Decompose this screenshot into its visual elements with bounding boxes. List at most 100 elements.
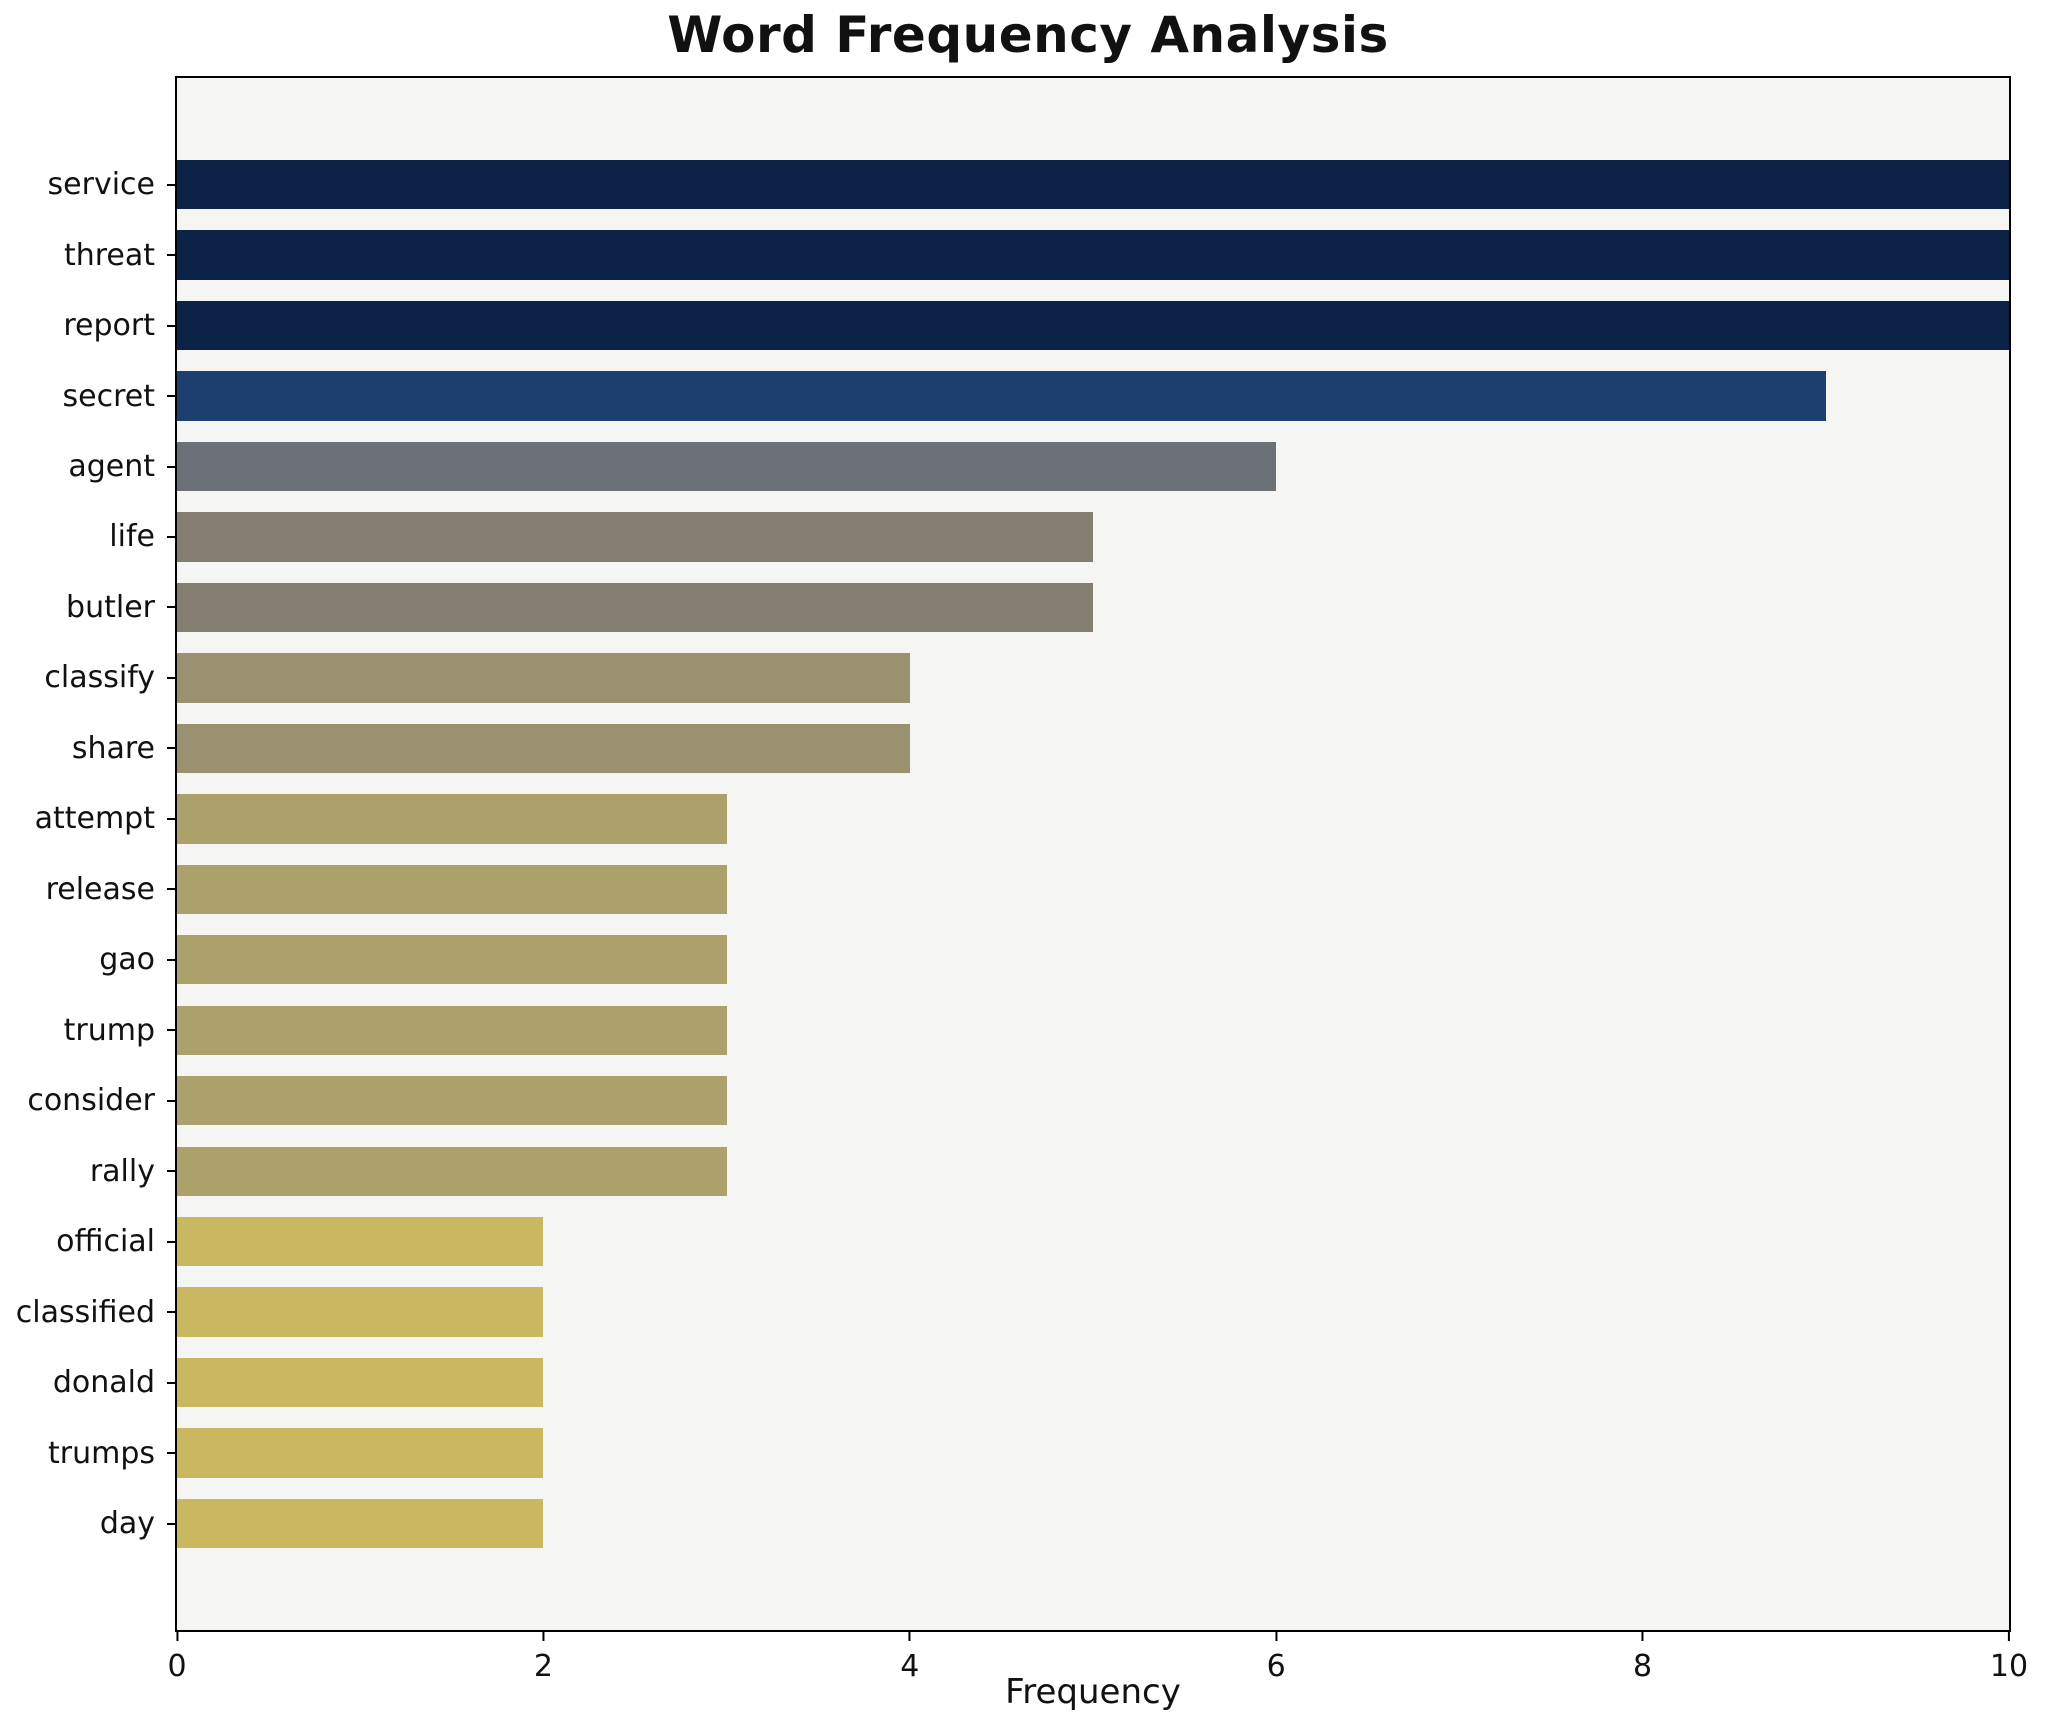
y-tick-mark [167,395,177,398]
bar-life [177,512,1093,562]
y-tick-label: secret [62,378,155,414]
y-tick-label: official [56,1224,155,1260]
y-tick-label: life [109,519,155,555]
x-tick-mark [1641,1630,1644,1641]
y-tick-label: classify [44,660,155,696]
y-tick-label: share [71,730,155,766]
y-tick-row: secret [4,361,177,431]
bar-row [177,1206,2009,1276]
y-tick-row: gao [4,925,177,995]
bar-secret [177,371,1826,421]
y-tick-label: donald [52,1365,155,1401]
bar-row [177,149,2009,219]
y-tick-mark [167,324,177,327]
y-tick-row: report [4,290,177,360]
bar-consider [177,1076,727,1126]
x-tick-label: 8 [1633,1649,1653,1684]
y-tick-mark [167,1311,177,1314]
x-tick-label: 10 [1989,1649,2029,1684]
y-tick-mark [167,958,177,961]
y-tick-label: trumps [47,1435,155,1471]
bar-row [177,995,2009,1065]
y-tick-mark [167,817,177,820]
y-tick-mark [167,1029,177,1032]
y-tick-row: rally [4,1136,177,1206]
y-tick-row: life [4,502,177,572]
bar-row [177,643,2009,713]
bar-row [177,502,2009,572]
bar-trumps [177,1428,544,1478]
bar-donald [177,1357,544,1408]
y-tick-mark [167,183,177,186]
x-tick-label: 0 [167,1649,187,1684]
y-tick-mark [167,747,177,750]
bar-row [177,290,2009,360]
bar-row [177,854,2009,924]
x-tick-mark [176,1630,178,1641]
y-tick-row: consider [4,1065,177,1135]
bar-threat [177,230,2009,280]
x-axis: 0 2 4 6 8 10 [167,1630,2028,1690]
x-tick: 0 [167,1630,187,1684]
x-tick-label: 6 [1266,1649,1286,1684]
y-tick-mark [167,254,177,257]
y-tick-mark [167,1381,177,1384]
y-tick-mark [167,676,177,679]
y-tick-row: day [4,1488,177,1558]
bar-row [177,1418,2009,1488]
bar-row [177,784,2009,854]
bar-official [177,1216,544,1267]
y-tick-row: trumps [4,1418,177,1488]
bar-rally [177,1146,727,1196]
bar-trump [177,1005,727,1055]
bar-report [177,300,2009,351]
bar-share [177,723,910,774]
y-tick-row: attempt [4,784,177,854]
bar-classify [177,653,910,703]
y-tick-label: classified [15,1294,155,1330]
bar-row [177,431,2009,501]
y-tick-row: official [4,1206,177,1276]
bar-attempt [177,794,727,844]
bar-release [177,864,727,914]
x-tick-mark [1275,1630,1278,1641]
x-tick-label: 2 [533,1649,553,1684]
y-tick-row: release [4,854,177,924]
y-tick-mark [167,606,177,609]
y-tick-row: share [4,713,177,783]
y-tick-row: agent [4,431,177,501]
y-tick-label: service [47,167,155,203]
y-axis: service threat report secret agent life butler… [4,149,177,1558]
x-tick: 4 [900,1630,919,1684]
y-tick-label: rally [89,1153,155,1189]
x-tick: 6 [1267,1630,1286,1684]
x-tick-mark [542,1630,545,1641]
x-tick: 10 [1990,1630,2028,1684]
bar-row [177,220,2009,290]
bar-row [177,713,2009,783]
bar-day [177,1498,544,1549]
bar-classified [177,1287,544,1337]
y-tick-row: classify [4,643,177,713]
y-tick-mark [167,1170,177,1173]
y-tick-label: day [99,1506,155,1542]
bar-row [177,1488,2009,1558]
x-tick-mark [908,1630,911,1641]
bar-service [177,159,2009,210]
y-tick-mark [167,888,177,891]
bar-agent [177,441,1277,492]
x-tick-label: 4 [900,1649,920,1684]
bar-row [177,1136,2009,1206]
bar-row [177,361,2009,431]
y-tick-row: butler [4,572,177,642]
x-tick: 8 [1633,1630,1652,1684]
x-axis-label: Frequency [1005,1672,1181,1712]
bars-container [177,149,2009,1558]
y-tick-mark [167,1099,177,1102]
y-tick-label: threat [63,237,155,273]
y-tick-row: trump [4,995,177,1065]
y-tick-label: release [45,871,155,907]
y-tick-row: service [4,149,177,219]
y-tick-label: attempt [34,801,155,837]
